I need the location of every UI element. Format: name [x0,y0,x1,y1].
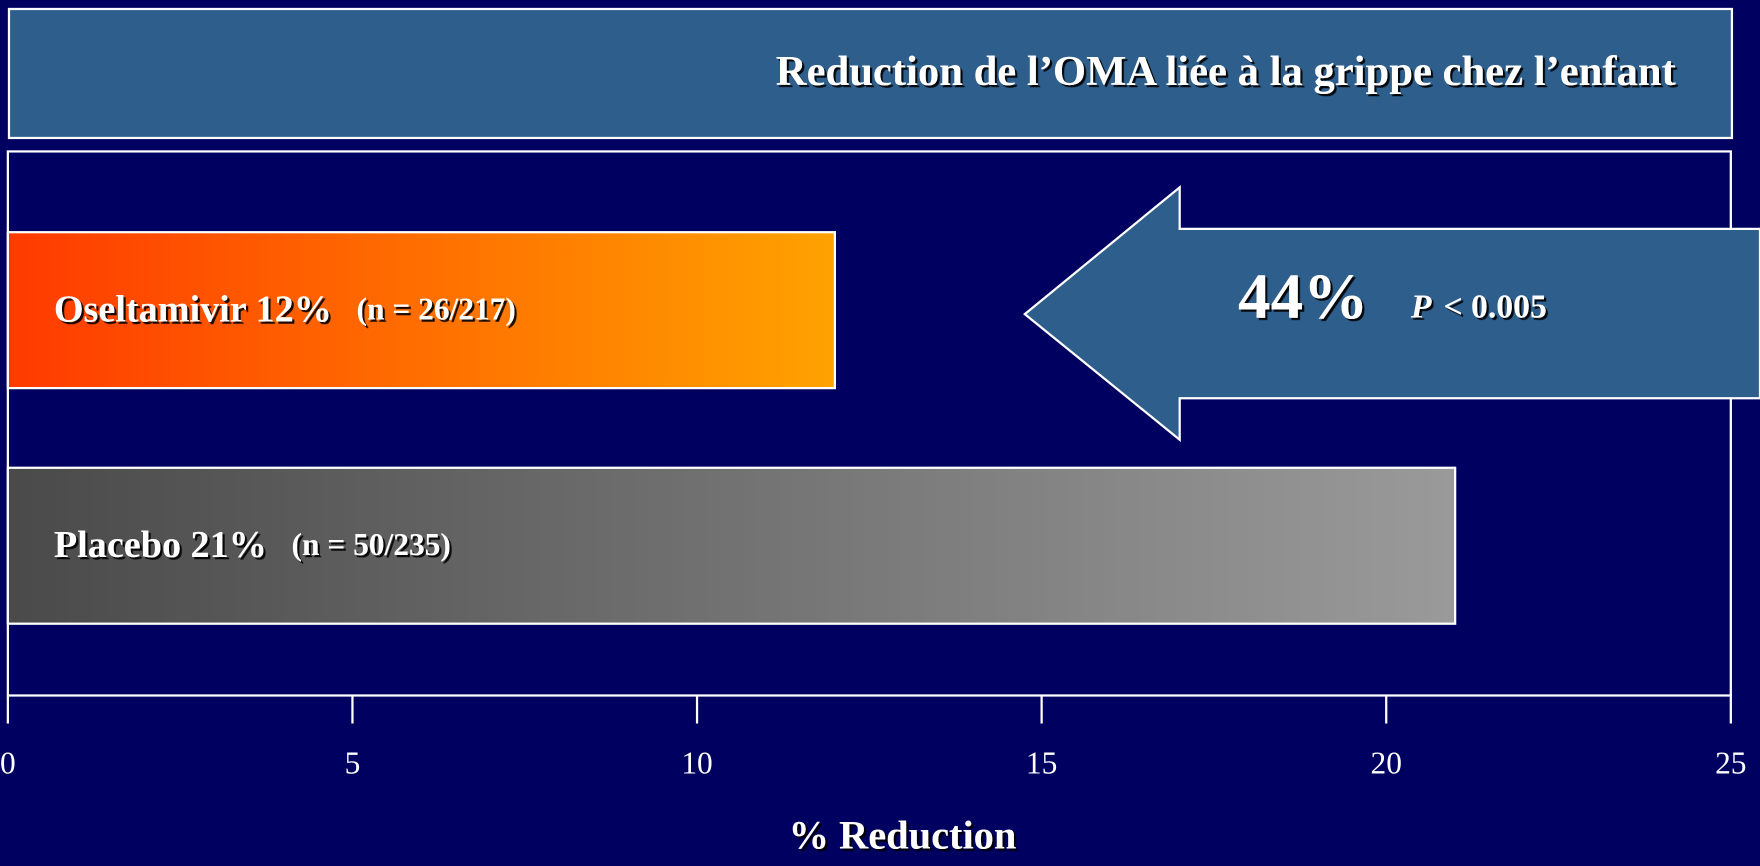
x-tick-label: 15 [1026,745,1057,780]
bar [6,466,1457,625]
category-label: Oseltamivir 12% [54,288,332,330]
sample-size: (n = 50/235) [292,527,451,562]
sample-size: (n = 26/217) [357,292,516,327]
chart-title: Reduction de l’OMA liée à la grippe chez… [776,48,1676,95]
bar-label: Placebo 21% (n = 50/235) [54,524,451,566]
annotation-p: P [1410,288,1432,325]
x-tick-label: 20 [1371,745,1402,780]
title-box [7,7,1734,140]
annotation-value: 44% [1238,261,1368,333]
x-axis-label: % Reduction [789,812,1017,857]
x-tick-label: 5 [345,745,361,780]
plot-frame [6,150,1732,697]
x-tick-label: 0 [0,745,16,780]
bar [6,231,836,390]
annotation-p-text: < 0.005 [1443,288,1546,325]
x-tick-label: 10 [681,745,712,780]
x-tick-label: 25 [1715,745,1746,780]
category-label: Placebo 21% [54,524,267,566]
bar-label: Oseltamivir 12% (n = 26/217) [54,288,516,330]
